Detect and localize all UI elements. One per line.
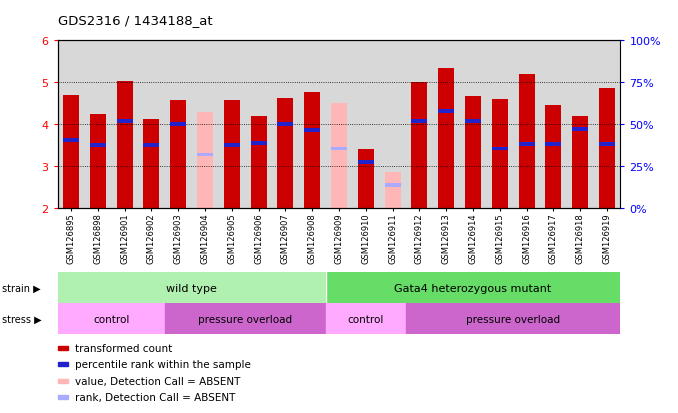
Bar: [170, 123, 186, 127]
Text: percentile rank within the sample: percentile rank within the sample: [75, 359, 251, 369]
Bar: [251, 142, 266, 146]
Text: strain ▶: strain ▶: [2, 283, 41, 293]
Bar: [438, 110, 454, 114]
Bar: [465, 97, 481, 209]
Bar: [197, 112, 213, 209]
Bar: [224, 144, 240, 148]
Text: GDS2316 / 1434188_at: GDS2316 / 1434188_at: [58, 14, 212, 27]
Bar: [412, 83, 427, 209]
Bar: [519, 75, 535, 209]
Bar: [58, 273, 325, 304]
Bar: [465, 120, 481, 124]
Bar: [277, 123, 294, 127]
Bar: [572, 128, 589, 132]
Bar: [89, 144, 106, 148]
Bar: [117, 82, 133, 209]
Bar: [277, 99, 294, 209]
Bar: [143, 144, 159, 148]
Bar: [545, 106, 561, 209]
Bar: [304, 128, 320, 132]
Bar: [63, 139, 79, 143]
Bar: [89, 114, 106, 209]
Bar: [545, 143, 561, 147]
Bar: [492, 100, 508, 209]
Text: stress ▶: stress ▶: [2, 314, 41, 324]
Bar: [143, 120, 159, 209]
Bar: [358, 161, 374, 164]
Bar: [406, 304, 620, 335]
Bar: [325, 273, 620, 304]
Bar: [412, 120, 427, 124]
Bar: [63, 96, 79, 209]
Text: pressure overload: pressure overload: [198, 314, 292, 324]
Bar: [325, 304, 406, 335]
Text: Gata4 heterozygous mutant: Gata4 heterozygous mutant: [395, 283, 552, 293]
Text: transformed count: transformed count: [75, 343, 172, 353]
Bar: [331, 147, 347, 151]
Bar: [304, 93, 320, 209]
Bar: [599, 88, 615, 209]
Text: value, Detection Call = ABSENT: value, Detection Call = ABSENT: [75, 376, 241, 386]
Text: rank, Detection Call = ABSENT: rank, Detection Call = ABSENT: [75, 392, 236, 402]
Bar: [519, 143, 535, 147]
Bar: [384, 173, 401, 209]
Bar: [384, 184, 401, 188]
Bar: [224, 101, 240, 209]
Bar: [599, 143, 615, 147]
Bar: [197, 153, 213, 157]
Text: control: control: [348, 314, 384, 324]
Bar: [358, 149, 374, 209]
Bar: [251, 116, 266, 209]
Text: pressure overload: pressure overload: [466, 314, 560, 324]
Text: wild type: wild type: [166, 283, 217, 293]
Bar: [165, 304, 325, 335]
Bar: [117, 120, 133, 124]
Bar: [438, 69, 454, 209]
Bar: [331, 104, 347, 209]
Bar: [58, 304, 165, 335]
Bar: [170, 101, 186, 209]
Bar: [492, 147, 508, 151]
Bar: [572, 116, 589, 209]
Text: control: control: [93, 314, 129, 324]
